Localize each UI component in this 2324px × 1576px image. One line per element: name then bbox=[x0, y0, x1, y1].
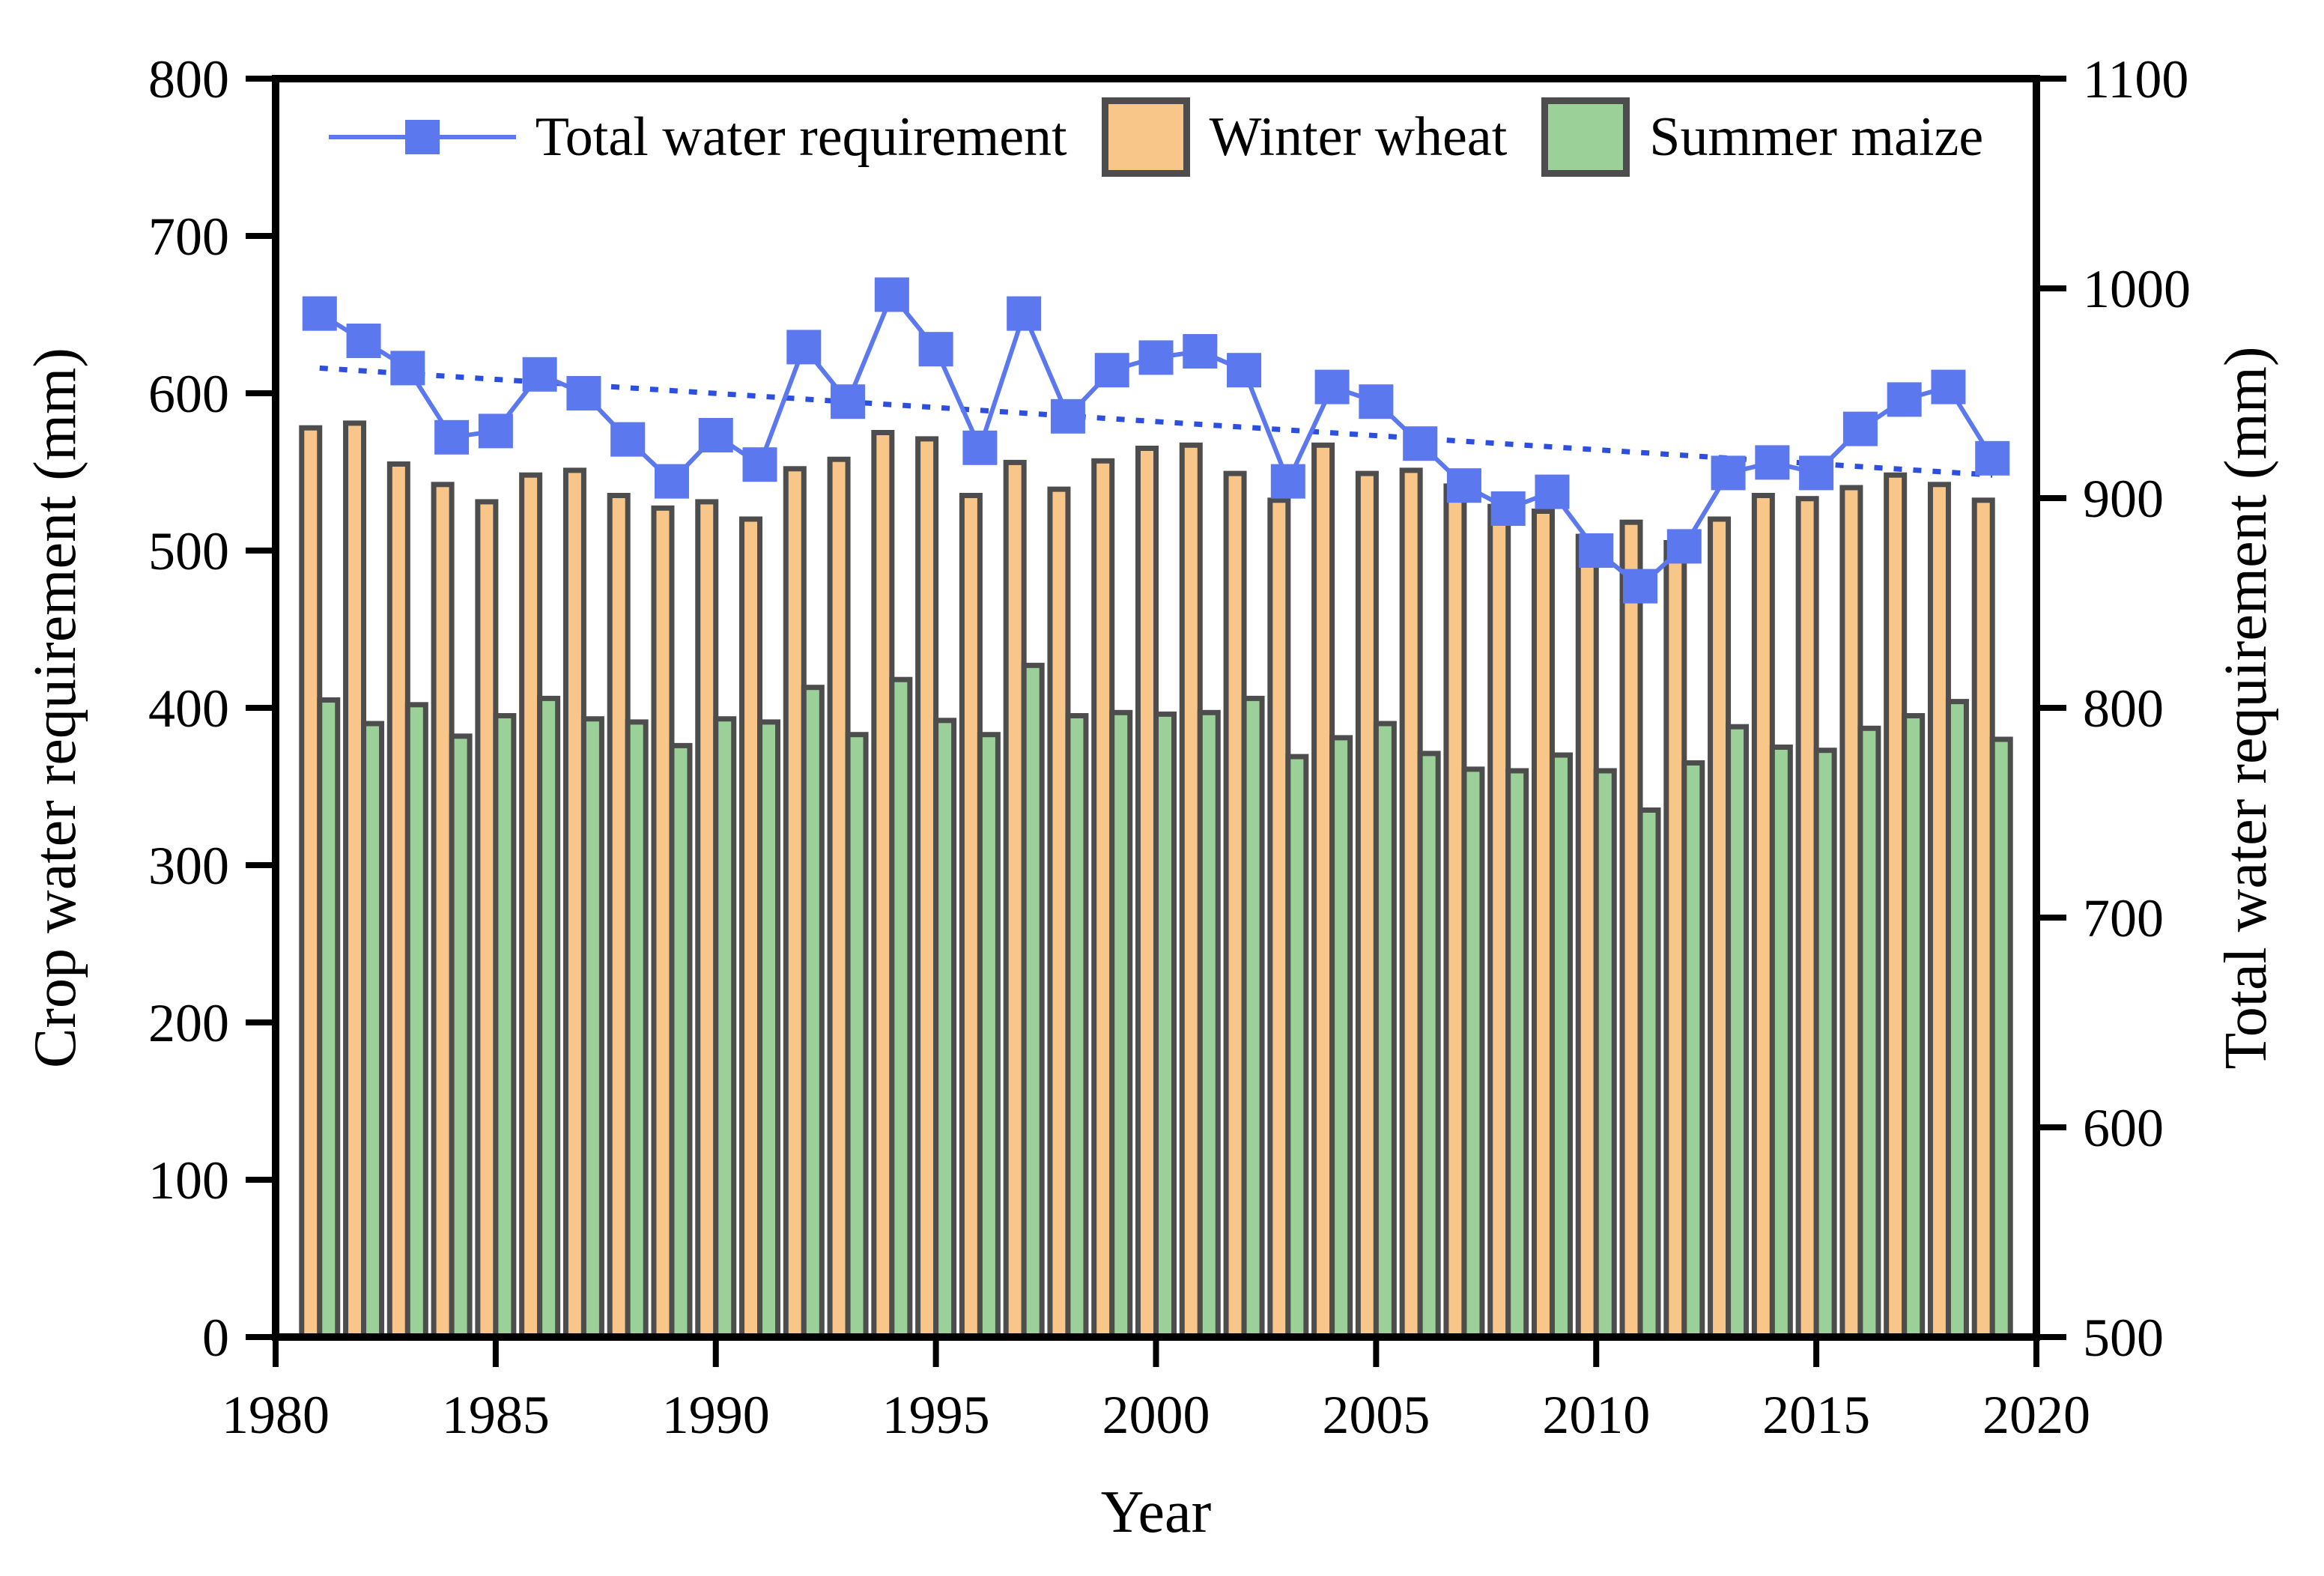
data-point-marker bbox=[1007, 296, 1042, 331]
data-point-marker bbox=[1887, 382, 1922, 417]
y-right-tick-label: 500 bbox=[2083, 1308, 2164, 1368]
x-axis-title: Year bbox=[1101, 1479, 1211, 1545]
y-right-tick-label: 900 bbox=[2083, 469, 2164, 529]
data-point-marker bbox=[1227, 353, 1262, 388]
data-point-marker bbox=[434, 419, 470, 455]
axis-titles: Year Crop water requirement (mm) Total wat… bbox=[22, 346, 2279, 1545]
y-left-axis-title: Crop water requirement (mm) bbox=[22, 348, 88, 1068]
y-left-tick-label: 500 bbox=[148, 521, 229, 581]
data-point-marker bbox=[1446, 468, 1481, 503]
data-point-marker bbox=[522, 357, 557, 392]
y-axis-left: 0 100 200 300 400 500 600 700 800 bbox=[148, 49, 276, 1368]
y-left-tick-label: 300 bbox=[148, 836, 229, 896]
data-point-marker bbox=[874, 277, 909, 312]
data-point-marker bbox=[1403, 426, 1438, 461]
y-right-tick-label: 1100 bbox=[2083, 49, 2188, 109]
x-tick-label: 2020 bbox=[1982, 1385, 2090, 1445]
y-left-tick-label: 200 bbox=[148, 993, 229, 1053]
y-left-tick-label: 700 bbox=[148, 207, 229, 267]
data-point-marker bbox=[1623, 569, 1658, 604]
data-point-marker bbox=[1666, 529, 1702, 564]
data-point-marker bbox=[831, 384, 866, 419]
data-point-marker bbox=[918, 332, 953, 367]
data-point-marker bbox=[786, 330, 822, 365]
data-point-marker bbox=[1535, 474, 1570, 509]
x-tick-label: 2005 bbox=[1322, 1385, 1430, 1445]
data-point-marker bbox=[1314, 369, 1350, 404]
data-point-marker bbox=[698, 418, 733, 452]
y-left-tick-label: 800 bbox=[148, 49, 229, 109]
data-point-marker bbox=[1183, 334, 1218, 369]
y-left-tick-label: 0 bbox=[202, 1308, 229, 1368]
data-point-marker bbox=[1270, 464, 1305, 499]
x-tick-label: 2000 bbox=[1102, 1385, 1210, 1445]
total-water-requirement-line bbox=[302, 277, 2010, 604]
y-axis-right: 500 600 700 800 900 1000 1100 bbox=[2036, 49, 2191, 1368]
data-point-marker bbox=[1755, 445, 1790, 480]
data-point-marker bbox=[1359, 384, 1394, 419]
y-left-tick-label: 100 bbox=[148, 1151, 229, 1210]
data-point-marker bbox=[1799, 455, 1834, 491]
data-point-marker bbox=[1931, 369, 1966, 404]
bars-summer-maize bbox=[317, 662, 2013, 1340]
y-right-tick-label: 1000 bbox=[2083, 259, 2191, 319]
y-right-axis-title: Total water requirement (mm) bbox=[2213, 346, 2279, 1069]
data-point-marker bbox=[742, 447, 777, 482]
x-tick-label: 1985 bbox=[442, 1385, 550, 1445]
data-point-marker bbox=[610, 422, 646, 457]
data-point-marker bbox=[390, 351, 425, 386]
data-point-marker bbox=[654, 464, 689, 499]
data-point-marker bbox=[302, 296, 337, 331]
x-tick-label: 1990 bbox=[662, 1385, 770, 1445]
x-tick-label: 2015 bbox=[1762, 1385, 1870, 1445]
x-tick-label: 1995 bbox=[882, 1385, 990, 1445]
x-axis: 1980 1985 1990 1995 2000 2005 2010 2015 2020 bbox=[222, 1337, 2090, 1445]
data-point-marker bbox=[346, 324, 381, 358]
y-right-tick-label: 600 bbox=[2083, 1098, 2164, 1158]
data-point-marker bbox=[478, 413, 513, 449]
data-point-marker bbox=[1050, 398, 1085, 434]
data-point-marker bbox=[1138, 340, 1174, 375]
data-point-marker bbox=[1490, 491, 1526, 526]
x-tick-label: 2010 bbox=[1542, 1385, 1650, 1445]
y-left-tick-label: 600 bbox=[148, 364, 229, 424]
data-point-marker bbox=[1711, 455, 1746, 491]
y-right-tick-label: 700 bbox=[2083, 888, 2164, 948]
data-point-marker bbox=[1842, 411, 1878, 446]
x-tick-label: 1980 bbox=[222, 1385, 330, 1445]
data-point-marker bbox=[1579, 533, 1614, 568]
y-left-tick-label: 400 bbox=[148, 679, 229, 739]
data-point-marker bbox=[566, 376, 601, 410]
y-right-tick-label: 800 bbox=[2083, 679, 2164, 739]
data-point-marker bbox=[962, 430, 998, 465]
data-point-marker bbox=[1094, 353, 1129, 388]
data-point-marker bbox=[1975, 440, 2010, 476]
